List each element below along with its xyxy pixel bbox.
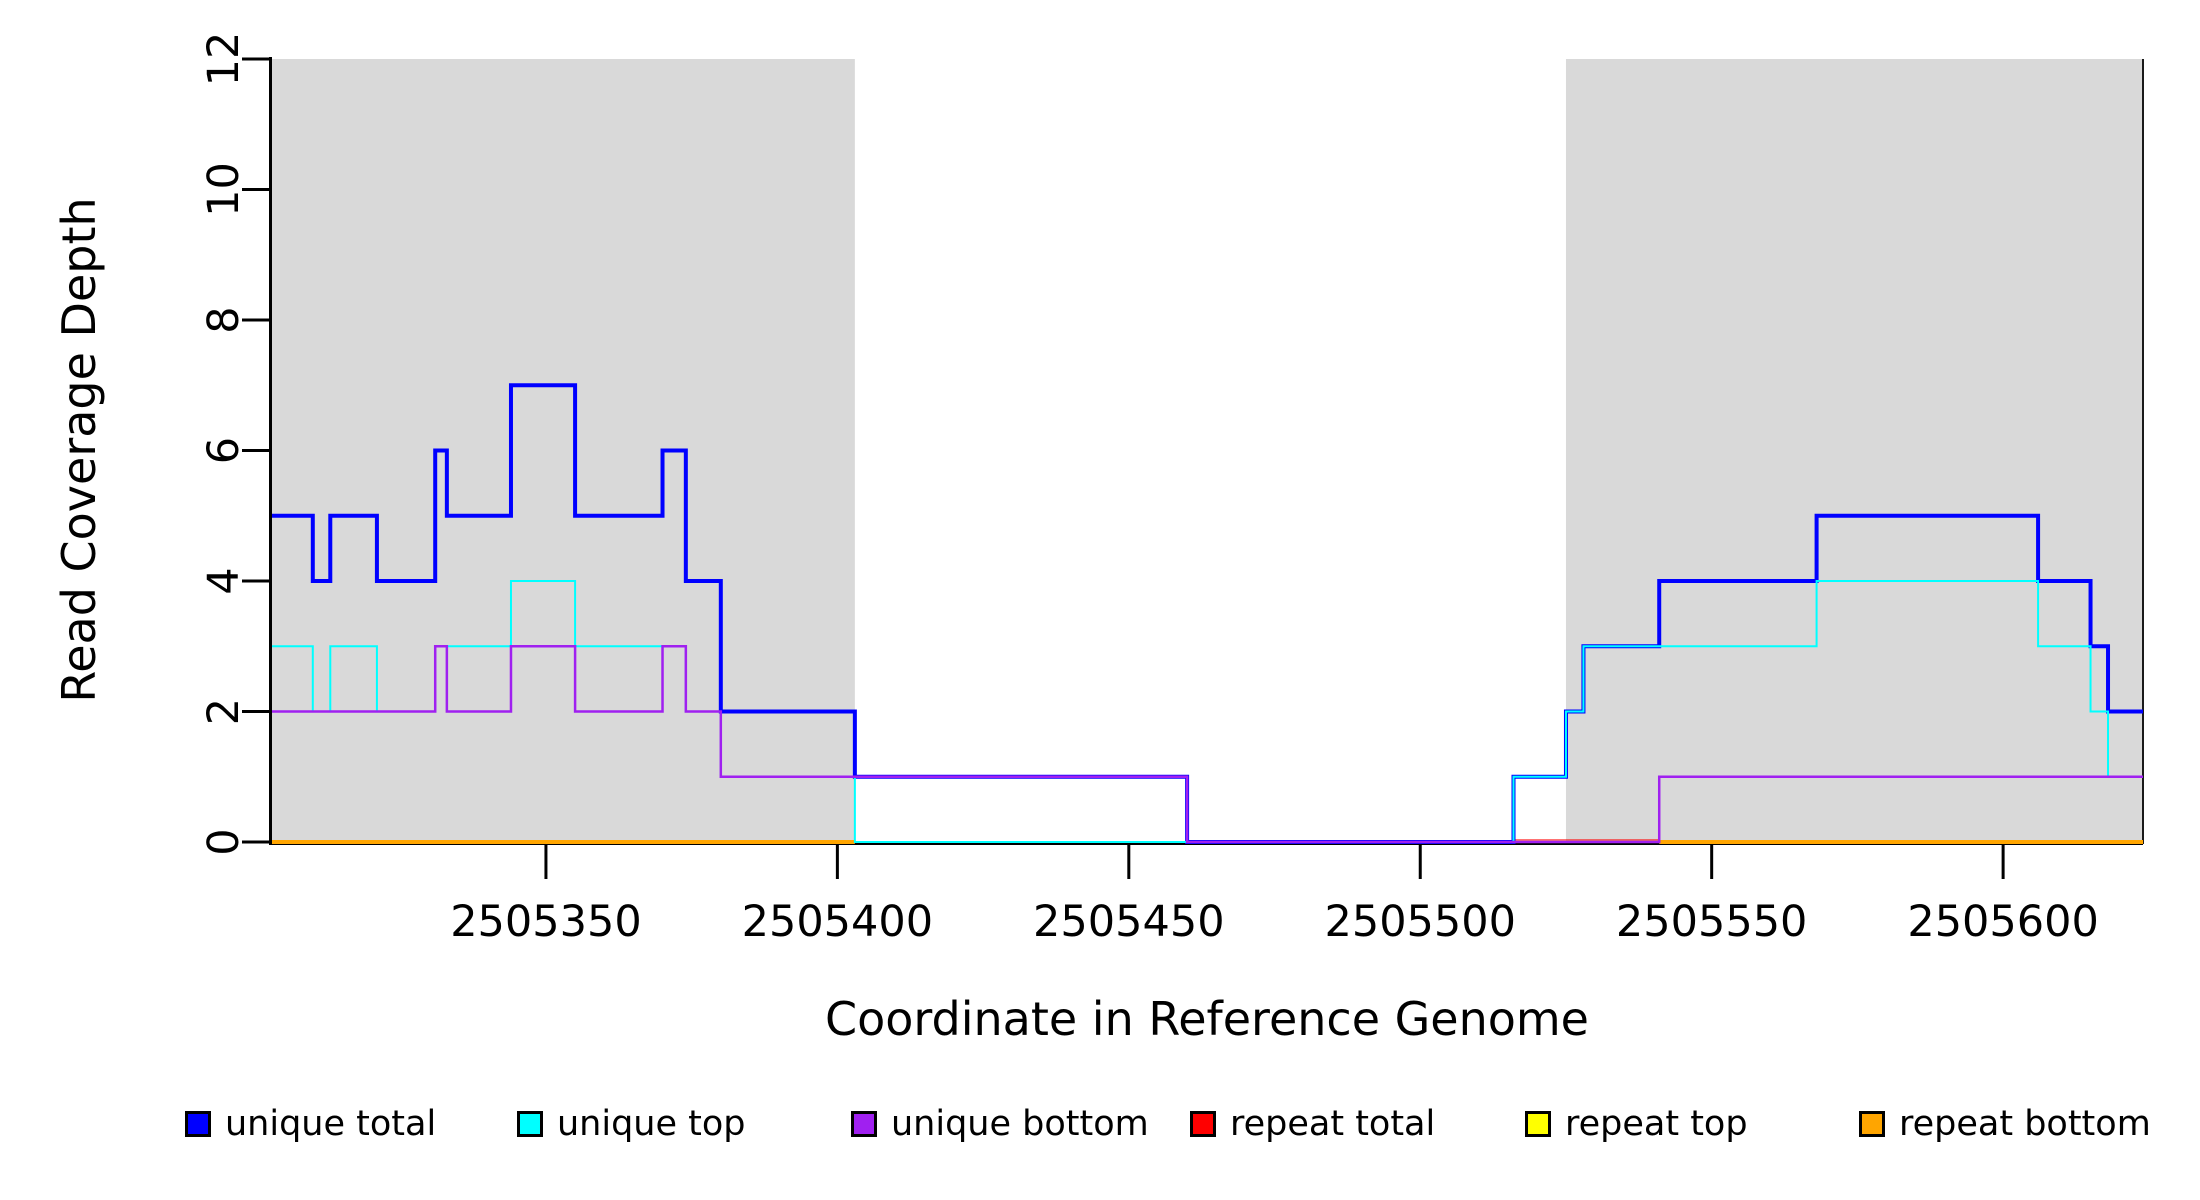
y-tick-label: 4 bbox=[199, 567, 249, 594]
repeat-total-swatch-icon bbox=[1190, 1111, 1216, 1137]
legend-label-unique-top: unique top bbox=[557, 1104, 746, 1144]
x-tick-label: 2505500 bbox=[1324, 897, 1516, 947]
series-line-unique-bottom bbox=[272, 645, 2143, 844]
legend-item-unique-total: unique total bbox=[185, 1100, 436, 1148]
y-tick-label: 2 bbox=[199, 698, 249, 725]
x-tick-label: 2505450 bbox=[1033, 897, 1225, 947]
repeat-region-shading bbox=[1565, 59, 2143, 844]
x-tick-label: 2505600 bbox=[1907, 897, 2099, 947]
x-tick-label: 2505550 bbox=[1616, 897, 1808, 947]
y-tick-label: 10 bbox=[199, 162, 249, 217]
series-line-unique-total bbox=[272, 383, 2143, 844]
repeat-region-shading bbox=[272, 59, 855, 844]
x-tick-label: 2505350 bbox=[450, 897, 642, 947]
legend-item-repeat-total: repeat total bbox=[1190, 1100, 1435, 1148]
x-tick-label: 2505400 bbox=[742, 897, 934, 947]
unique-total-swatch-icon bbox=[185, 1111, 211, 1137]
legend-label-repeat-top: repeat top bbox=[1565, 1104, 1748, 1144]
plot-generated-layer: 0 2 4 6 8 10 12 2505350 2505400 2505450 2505500 250… bbox=[199, 32, 2144, 947]
y-tick-label: 8 bbox=[199, 306, 249, 333]
legend-item-repeat-top: repeat top bbox=[1525, 1100, 1748, 1148]
legend: unique total unique top unique bottom re… bbox=[0, 1100, 2200, 1148]
y-tick-label: 6 bbox=[199, 437, 249, 464]
legend-label-repeat-total: repeat total bbox=[1230, 1104, 1436, 1144]
repeat-bottom-swatch-icon bbox=[1859, 1111, 1885, 1137]
y-tick-label: 12 bbox=[199, 32, 249, 87]
unique-top-swatch-icon bbox=[517, 1111, 543, 1137]
legend-label-unique-total: unique total bbox=[225, 1104, 437, 1144]
legend-label-repeat-bottom: repeat bottom bbox=[1899, 1104, 2151, 1144]
repeat-top-swatch-icon bbox=[1525, 1111, 1551, 1137]
y-tick-label: 0 bbox=[199, 828, 249, 855]
legend-label-unique-bottom: unique bottom bbox=[891, 1104, 1149, 1144]
legend-item-repeat-bottom: repeat bottom bbox=[1859, 1100, 2151, 1148]
y-axis-title: Read Coverage Depth bbox=[52, 197, 106, 702]
x-axis-title: Coordinate in Reference Genome bbox=[825, 992, 1589, 1046]
legend-item-unique-bottom: unique bottom bbox=[851, 1100, 1149, 1148]
unique-bottom-swatch-icon bbox=[851, 1111, 877, 1137]
legend-item-unique-top: unique top bbox=[517, 1100, 746, 1148]
